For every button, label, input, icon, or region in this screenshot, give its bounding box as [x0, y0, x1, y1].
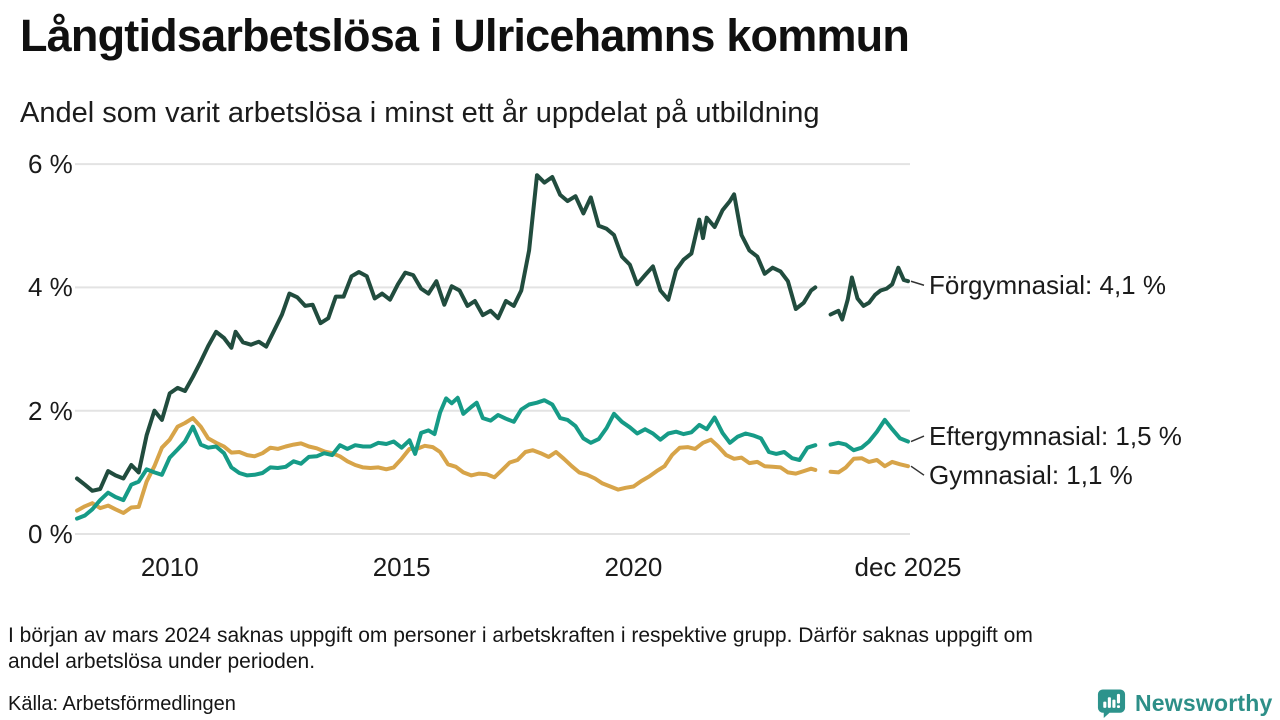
- series-label-gymnasial: Gymnasial: 1,1 %: [929, 460, 1133, 491]
- chart-subtitle: Andel som varit arbetslösa i minst ett å…: [20, 97, 820, 129]
- connector-eftergymnasial: [910, 435, 925, 443]
- footnote-line-1: I början av mars 2024 saknas uppgift om …: [8, 624, 1033, 647]
- x-tick-label: 2010: [140, 552, 199, 582]
- series-line-gymnasial: [75, 416, 818, 515]
- series-label-f-rgymnasial: Förgymnasial: 4,1 %: [929, 270, 1166, 301]
- gridlines: [75, 163, 910, 535]
- connector-gymnasial: [910, 465, 925, 476]
- y-tick-label: 2 %: [28, 395, 73, 426]
- y-tick-label: 0 %: [28, 519, 73, 549]
- connector-f-rgymnasial: [910, 280, 925, 286]
- footnote-line-2: andel arbetslösa under perioden.: [8, 650, 316, 673]
- page-title: Långtidsarbetslösa i Ulricehamns kommun: [20, 10, 910, 61]
- source-credit: Källa: Arbetsförmedlingen: [8, 693, 236, 715]
- newsworthy-logo-text: Newsworthy: [1135, 690, 1273, 716]
- series-line-f-rgymnasial-after-gap: [828, 265, 910, 322]
- series-line-eftergymnasial: [75, 395, 818, 521]
- newsworthy-bubble-chart-icon: [1097, 689, 1126, 719]
- x-tick-label: 2015: [372, 552, 431, 582]
- y-tick-label: 4 %: [28, 272, 73, 303]
- x-tick-label: dec 2025: [854, 552, 962, 582]
- label-connector-lines: [910, 280, 925, 476]
- x-tick-label: 2020: [604, 552, 663, 582]
- y-tick-label: 6 %: [28, 149, 73, 180]
- series-line-gymnasial-after-gap: [828, 456, 910, 475]
- series-line-f-rgymnasial: [75, 173, 818, 493]
- newsworthy-logo[interactable]: Newsworthy: [1096, 688, 1272, 719]
- series-label-eftergymnasial: Eftergymnasial: 1,5 %: [929, 421, 1182, 452]
- series-line-eftergymnasial-after-gap: [828, 417, 910, 453]
